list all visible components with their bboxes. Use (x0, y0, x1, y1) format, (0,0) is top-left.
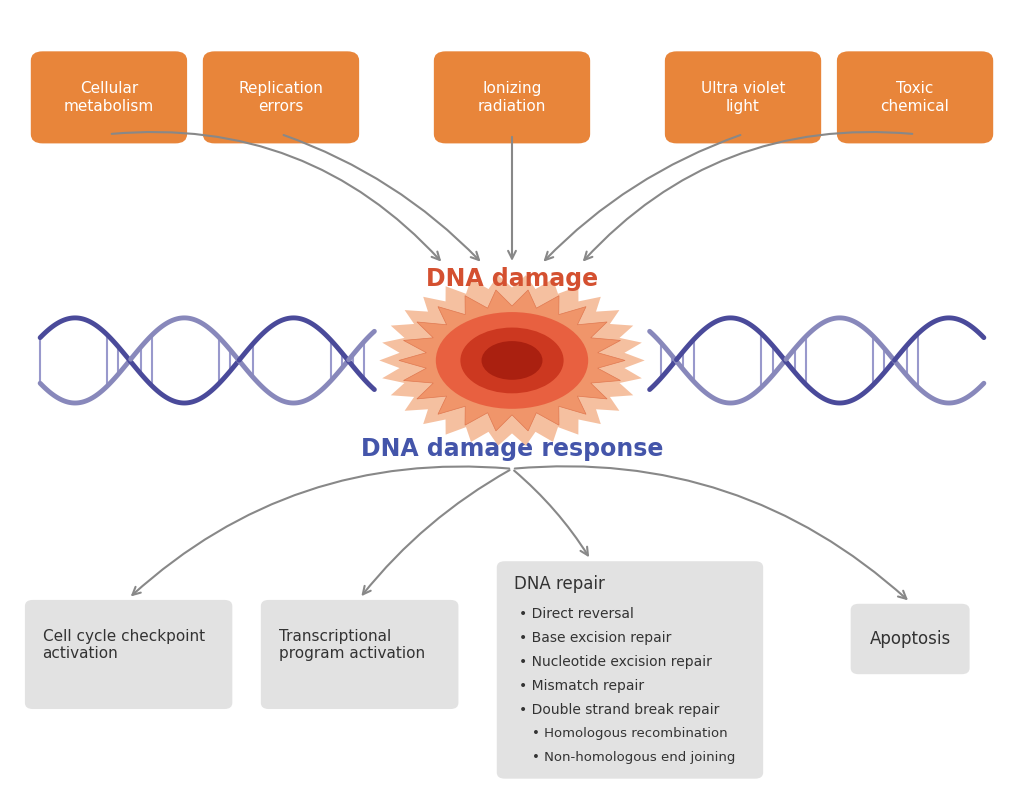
Text: • Nucleotide excision repair: • Nucleotide excision repair (519, 654, 713, 669)
Text: Cellular
metabolism: Cellular metabolism (63, 81, 154, 114)
Text: DNA damage: DNA damage (426, 268, 598, 291)
FancyBboxPatch shape (261, 600, 459, 709)
Text: DNA repair: DNA repair (514, 575, 605, 593)
Text: • Double strand break repair: • Double strand break repair (519, 703, 720, 717)
Text: • Mismatch repair: • Mismatch repair (519, 679, 644, 693)
Text: Ionizing
radiation: Ionizing radiation (478, 81, 546, 114)
Text: • Base excision repair: • Base excision repair (519, 631, 672, 645)
Text: • Homologous recombination: • Homologous recombination (532, 727, 728, 740)
Ellipse shape (481, 341, 543, 380)
FancyBboxPatch shape (497, 561, 763, 779)
FancyBboxPatch shape (434, 52, 590, 143)
Text: Transcriptional
program activation: Transcriptional program activation (279, 629, 425, 662)
FancyBboxPatch shape (665, 52, 821, 143)
Polygon shape (379, 276, 645, 446)
Text: • Direct reversal: • Direct reversal (519, 607, 634, 621)
FancyBboxPatch shape (203, 52, 359, 143)
Ellipse shape (436, 312, 588, 409)
Text: Cell cycle checkpoint
activation: Cell cycle checkpoint activation (43, 629, 205, 662)
Text: Toxic
chemical: Toxic chemical (881, 81, 949, 114)
FancyBboxPatch shape (837, 52, 993, 143)
Ellipse shape (461, 327, 563, 393)
FancyBboxPatch shape (851, 604, 970, 674)
FancyBboxPatch shape (31, 52, 187, 143)
Text: Apoptosis: Apoptosis (869, 630, 950, 648)
FancyBboxPatch shape (25, 600, 232, 709)
Text: DNA damage response: DNA damage response (360, 438, 664, 461)
Text: • Non-homologous end joining: • Non-homologous end joining (532, 751, 735, 764)
Polygon shape (399, 290, 625, 431)
Text: Replication
errors: Replication errors (239, 81, 324, 114)
Text: Ultra violet
light: Ultra violet light (700, 81, 785, 114)
